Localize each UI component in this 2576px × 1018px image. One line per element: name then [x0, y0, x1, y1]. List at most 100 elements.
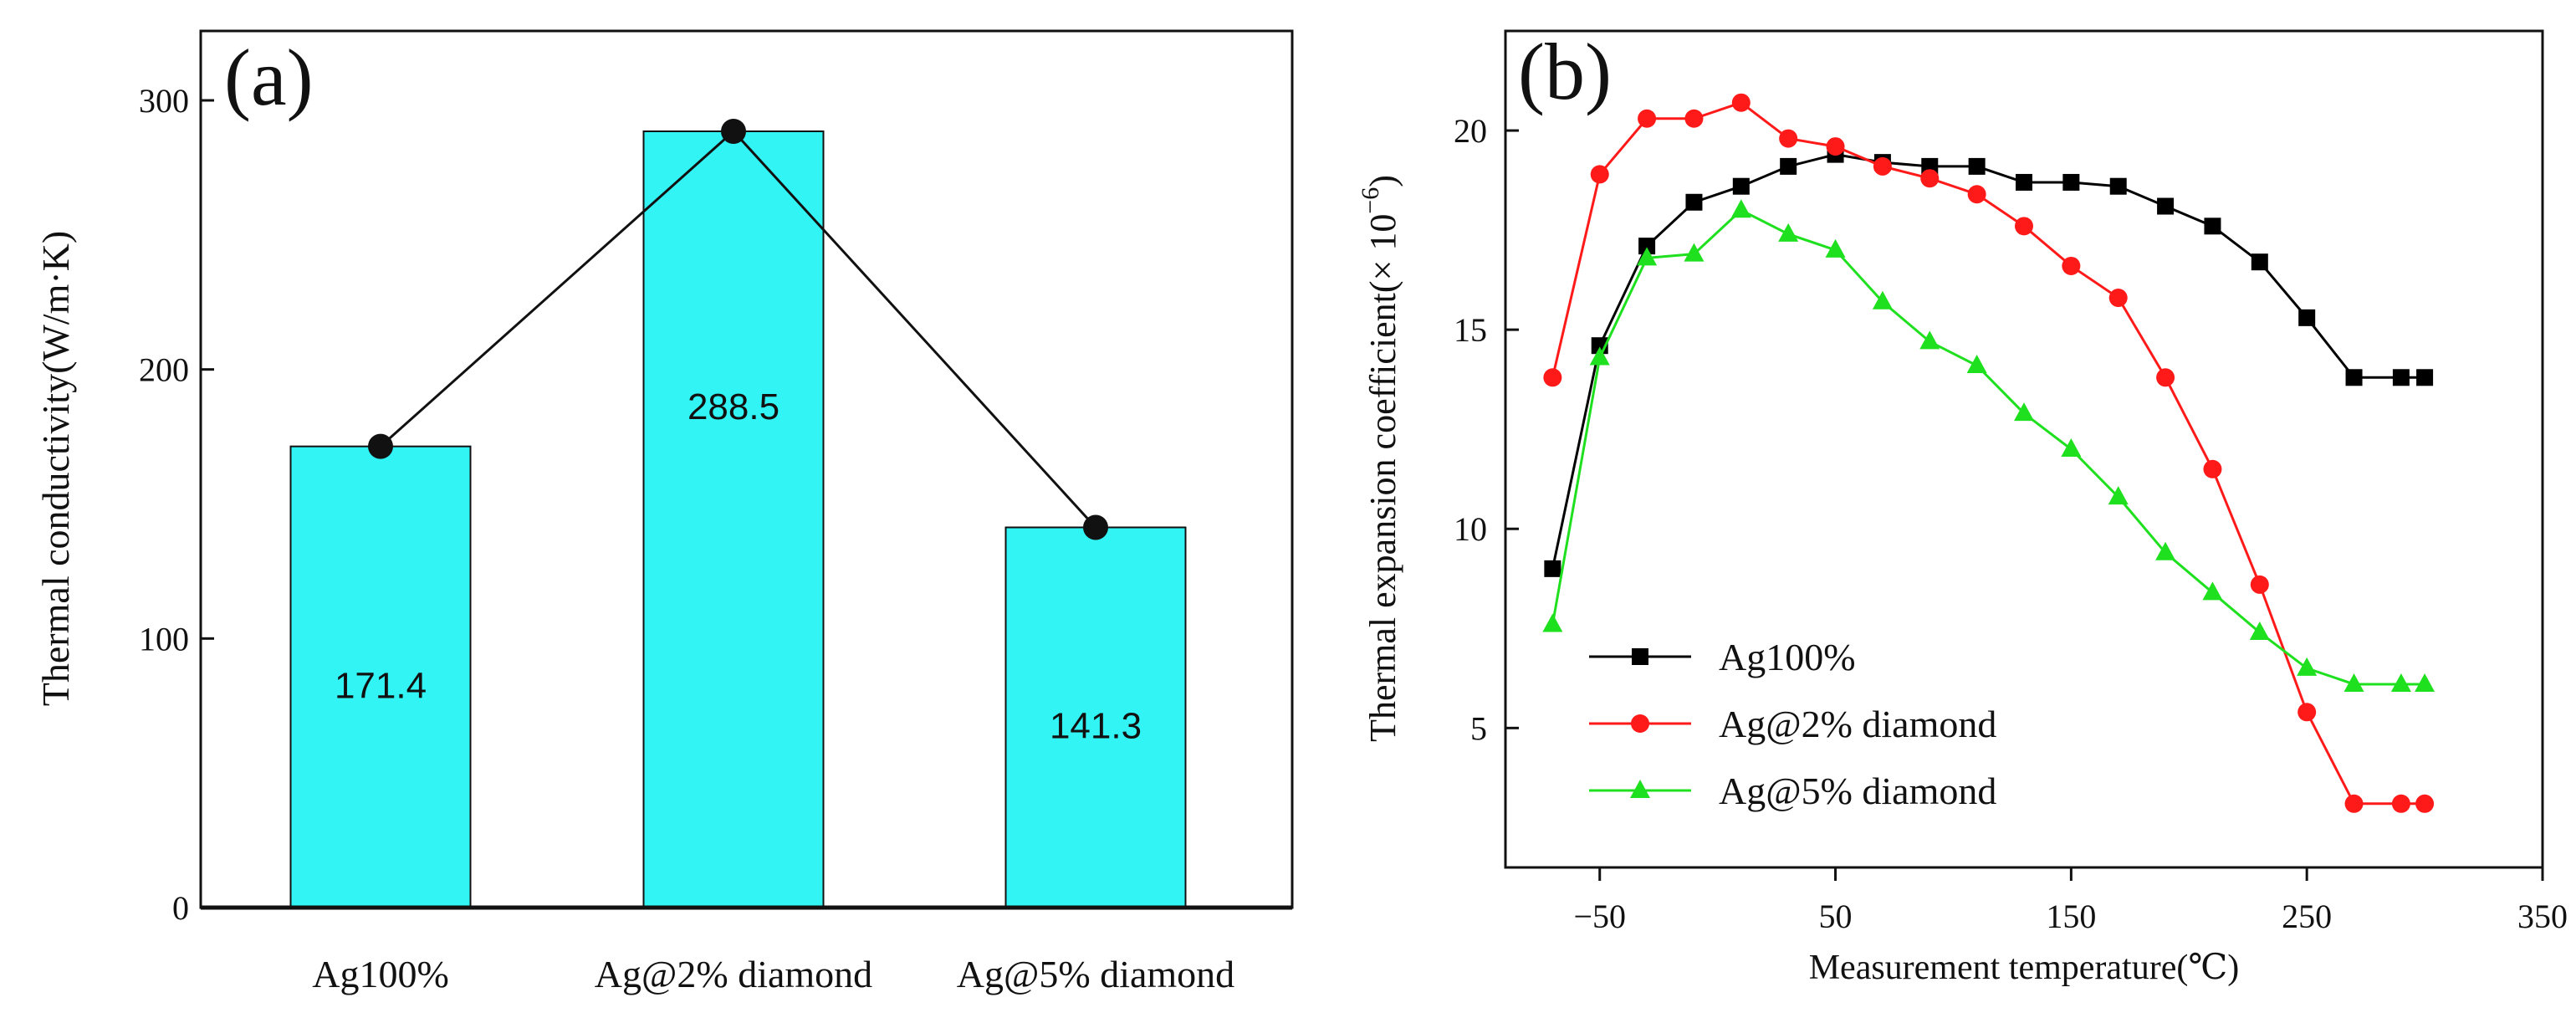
- series-2-point-11: [2015, 217, 2033, 236]
- series-2-point-10: [1967, 185, 1986, 204]
- series-2-point-17: [2297, 703, 2317, 722]
- series-3-point-17: [2297, 657, 2318, 676]
- panel-a-bar-chart: 171.4 288.5 141.3 0 100 200 300 Ag100% Ag@2% d…: [34, 29, 1294, 995]
- series-line-3: [1551, 208, 2425, 686]
- series-2-point-6: [1779, 129, 1798, 148]
- legend-label-3: Ag@5% diamond: [1719, 770, 1996, 812]
- series-1-point-16: [2251, 253, 2268, 271]
- b-y-tick-label-5: 5: [1470, 709, 1487, 747]
- series-2-point-2: [1590, 165, 1609, 184]
- panel-b-line-chart: 5 10 15 20 −50 50 150 250 350 Ag100% Ag@2% diamo…: [1357, 27, 2568, 987]
- series-3-point-4: [1684, 243, 1705, 262]
- series-3-point-18: [2343, 673, 2364, 692]
- series-1-point-10: [1968, 157, 1986, 175]
- b-x-tick-label-0: −50: [1573, 898, 1626, 935]
- series-2-point-3: [1638, 109, 1657, 128]
- y-tick-label-100: 100: [139, 620, 189, 657]
- series-2-point-19: [2391, 794, 2410, 813]
- series-3-point-8: [1872, 290, 1893, 309]
- b-y-tick-label-10: 10: [1454, 510, 1487, 548]
- y-tick-label-0: 0: [172, 889, 189, 927]
- panel-b-y-axis-title-main: Thermal expansion coefficient(× 10: [1362, 214, 1403, 742]
- legend-marker-3: [1630, 780, 1650, 798]
- series-1-point-6: [1780, 157, 1797, 175]
- panel-a-y-axis: 0 100 200 300: [139, 82, 214, 927]
- series-2-point-1: [1543, 368, 1562, 387]
- series-1-point-17: [2298, 309, 2316, 326]
- series-2-point-9: [1920, 169, 1940, 188]
- bar-value-label-1: 171.4: [335, 665, 427, 706]
- panel-a-bars: 171.4 288.5 141.3: [289, 130, 1187, 909]
- series-2-point-13: [2108, 289, 2128, 308]
- panel-b-y-axis: 5 10 15 20: [1454, 112, 1519, 747]
- b-y-tick-label-20: 20: [1454, 112, 1487, 150]
- b-x-tick-label-3: 250: [2282, 898, 2332, 935]
- panel-b-y-axis-title: Thermal expansion coefficient(× 10−6): [1357, 175, 1403, 742]
- panel-a-trend-line: [368, 118, 1108, 540]
- panel-b-x-axis-title: Measurement temperature(℃): [1809, 949, 2240, 987]
- y-tick-label-200: 200: [139, 351, 189, 389]
- series-3-point-6: [1778, 223, 1799, 242]
- series-3-point-10: [1966, 355, 1987, 373]
- legend-label-2: Ag@2% diamond: [1719, 703, 1996, 745]
- series-3-point-2: [1589, 346, 1610, 366]
- series-3-point-12: [2061, 438, 2082, 457]
- panel-b-x-axis: −50 50 150 250 350: [1573, 867, 2568, 935]
- series-line-2: [1551, 101, 2425, 806]
- series-2-point-4: [1684, 109, 1704, 128]
- b-x-tick-label-1: 50: [1819, 898, 1853, 935]
- legend-marker-1: [1632, 648, 1648, 665]
- series-line-1: [1551, 153, 2425, 570]
- trend-point-1: [368, 433, 393, 459]
- panel-b-label: (b): [1518, 27, 1612, 116]
- series-1-point-1: [1544, 560, 1561, 577]
- series-3-point-16: [2249, 622, 2270, 641]
- series-1-point-20: [2416, 369, 2434, 386]
- series-1-point-14: [2157, 197, 2175, 215]
- b-x-tick-label-2: 150: [2046, 898, 2096, 935]
- legend-marker-2: [1631, 714, 1649, 733]
- series-3-point-11: [2014, 402, 2034, 422]
- series-3-point-7: [1825, 238, 1846, 258]
- series-1-point-18: [2345, 369, 2363, 386]
- series-1-point-11: [2016, 173, 2032, 191]
- x-tick-label-1: Ag100%: [312, 953, 449, 995]
- series-2-point-14: [2156, 368, 2175, 387]
- series-2-point-15: [2203, 459, 2222, 478]
- bar-value-label-2: 288.5: [687, 386, 779, 427]
- series-3-point-9: [1919, 330, 1940, 350]
- x-tick-label-3: Ag@5% diamond: [957, 953, 1234, 995]
- series-2-point-8: [1873, 156, 1892, 176]
- series-3-point-15: [2202, 581, 2223, 601]
- series-3-point-20: [2415, 673, 2435, 692]
- series-3-point-3: [1637, 247, 1658, 266]
- series-1-point-12: [2062, 173, 2080, 191]
- b-x-tick-label-4: 350: [2517, 898, 2568, 935]
- panel-a-y-axis-title: Thermal conductivity(W/m·K): [34, 231, 77, 706]
- panel-b-y-axis-title-exponent: −6: [1357, 187, 1384, 214]
- series-1-point-13: [2109, 177, 2127, 195]
- series-2-point-12: [2062, 256, 2081, 275]
- panel-a-x-axis: Ag100% Ag@2% diamond Ag@5% diamond: [201, 905, 1292, 995]
- panel-b-series: [1542, 93, 2435, 813]
- bar-value-label-3: 141.3: [1050, 706, 1142, 747]
- series-1-point-5: [1732, 177, 1750, 195]
- trend-point-2: [721, 118, 746, 144]
- x-tick-label-2: Ag@2% diamond: [595, 953, 872, 995]
- series-1-point-4: [1685, 193, 1703, 211]
- series-3-point-1: [1542, 613, 1563, 632]
- bar-3: [1004, 526, 1187, 908]
- series-3-point-19: [2390, 673, 2411, 692]
- trend-point-3: [1083, 514, 1108, 540]
- panel-b-legend: Ag100% Ag@2% diamond Ag@5% diamond: [1589, 636, 1996, 812]
- series-3-point-13: [2108, 486, 2129, 505]
- series-2-point-7: [1826, 137, 1845, 156]
- b-y-tick-label-15: 15: [1454, 311, 1487, 349]
- y-tick-label-300: 300: [139, 82, 189, 120]
- series-3-point-5: [1730, 199, 1751, 218]
- series-1-point-3: [1638, 238, 1656, 255]
- series-2-point-18: [2344, 794, 2364, 813]
- panel-b-plot-frame: [1504, 29, 2544, 869]
- series-1-point-15: [2204, 217, 2221, 235]
